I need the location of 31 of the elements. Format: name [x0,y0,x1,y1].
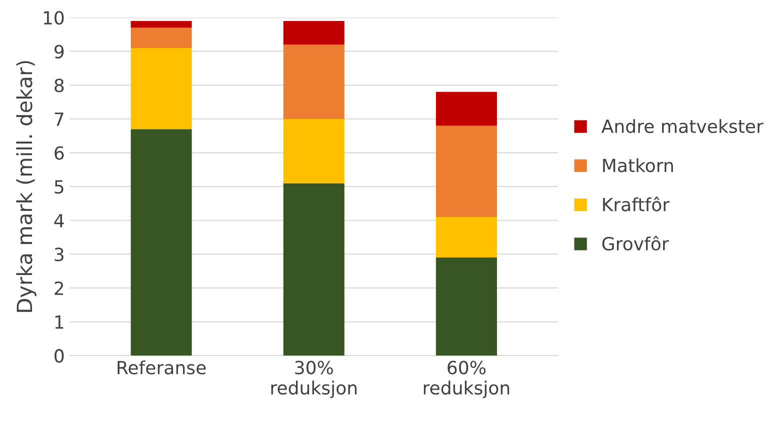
y-tick-label: 1 [55,315,64,329]
bar [130,28,192,48]
legend-label: Matkorn [603,158,673,172]
bar [436,92,497,126]
legend-label: Andre matvekster [601,119,764,134]
y-tick-label: 9 [54,44,64,58]
bar [283,183,344,356]
bar [283,44,344,119]
y-axis-title: Dyrka mark (mill. dekar) [16,61,36,312]
x-tick-label: Referanse [118,360,206,374]
y-tick-label: 6 [54,146,64,160]
bar [436,126,497,217]
y-tick-label: 2 [54,281,64,295]
y-tick-label: 3 [54,248,64,262]
y-tick-label: 0 [54,349,64,363]
bar [436,217,497,258]
bar [436,258,497,356]
bar [130,20,192,28]
y-tick-label: 10 [44,11,64,25]
x-tick-label: 60% reduksjon [424,360,510,398]
y-tick-label: 7 [54,112,64,126]
y-tick-label: 5 [54,180,64,194]
legend-label: Kraftfôr [603,196,670,212]
bar [283,118,344,184]
bar [283,20,344,45]
legend-label: Grovfôr [602,236,669,251]
bar [130,129,192,356]
bar [130,48,192,130]
x-tick-label: 30% reduksjon [271,360,357,398]
y-tick-label: 8 [54,78,64,92]
y-tick-label: 4 [54,214,64,228]
